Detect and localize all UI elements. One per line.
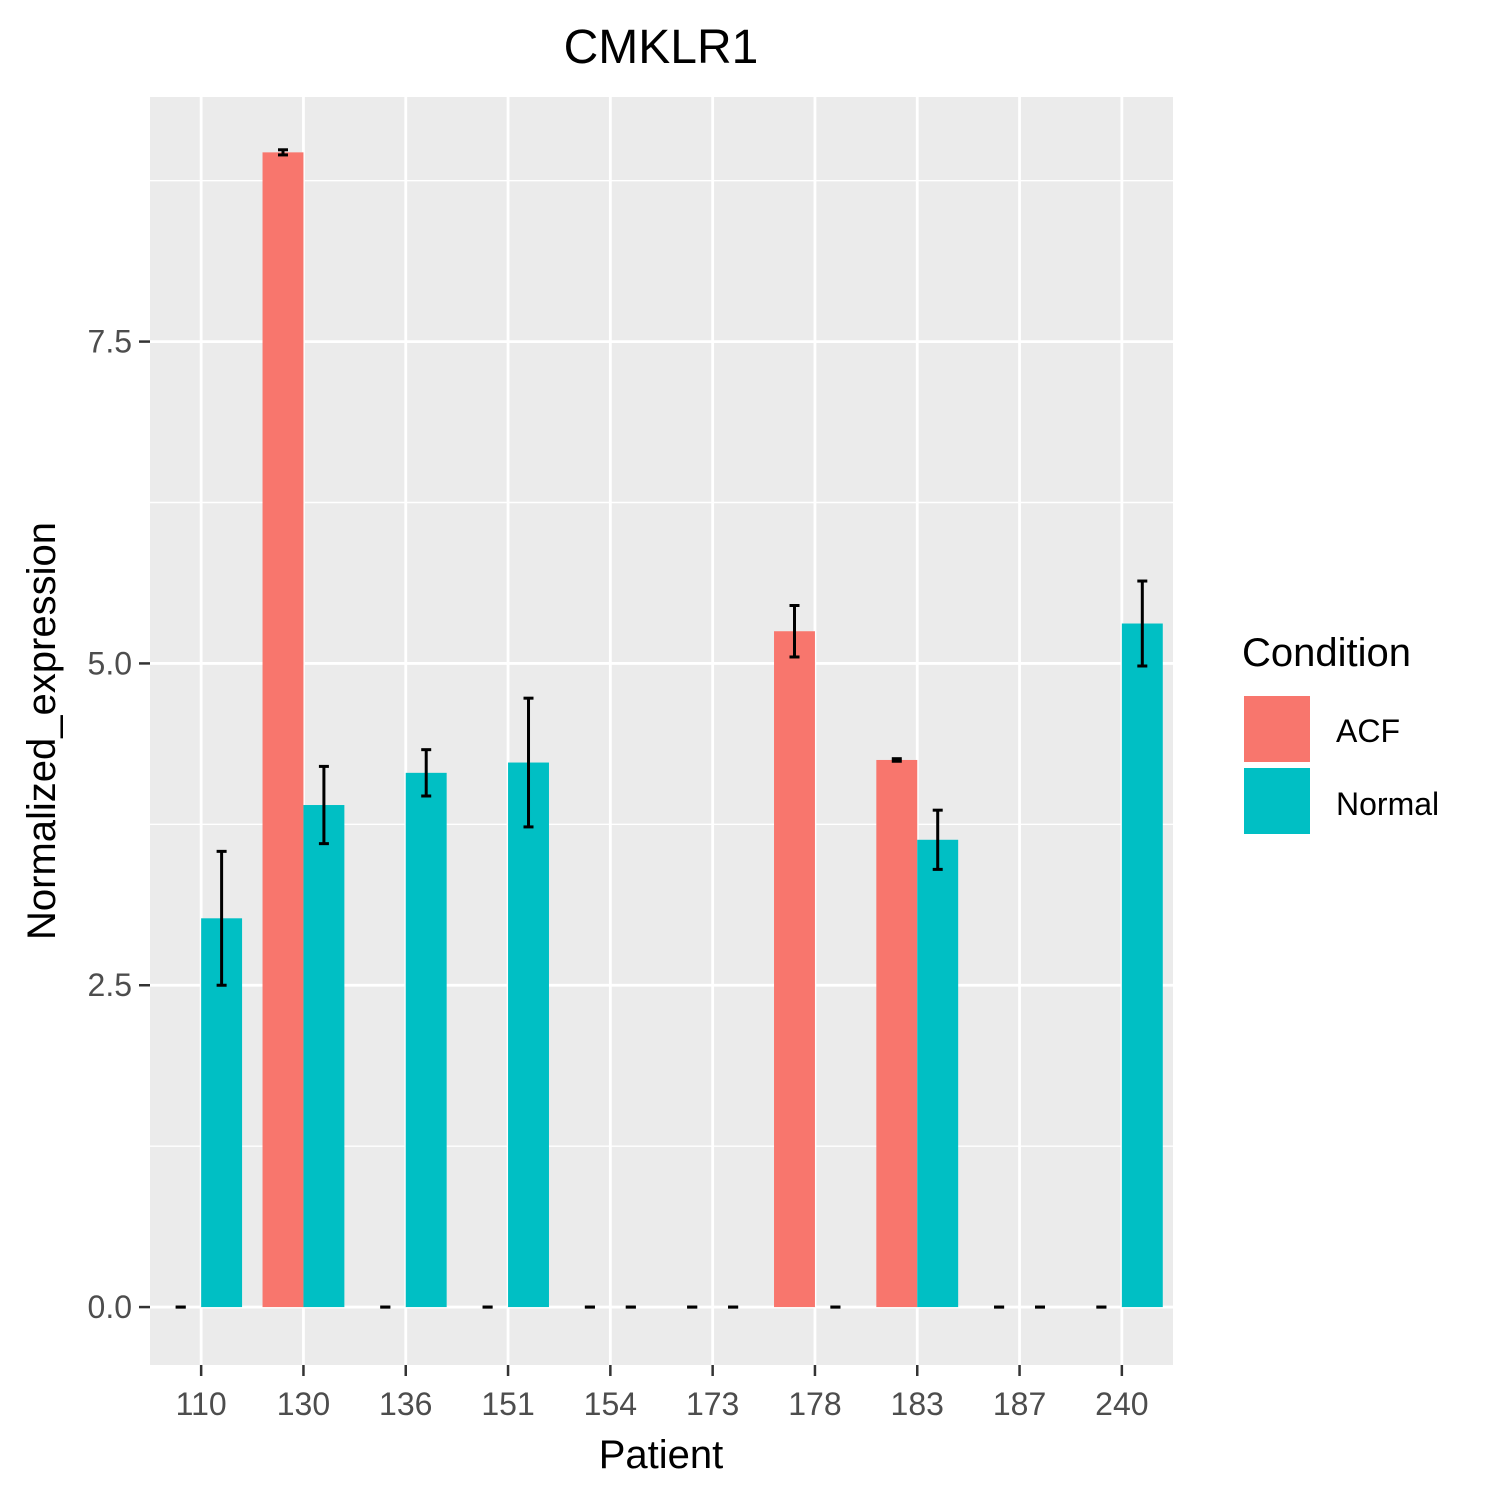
legend-key-acf <box>1244 696 1310 762</box>
bar-normal-151 <box>508 762 549 1308</box>
bar-normal-130 <box>303 805 345 1308</box>
chart-title: CMKLR1 <box>564 21 759 74</box>
x-tick-label: 183 <box>891 1386 944 1422</box>
legend-title: Condition <box>1242 631 1411 675</box>
error-layer <box>175 148 1148 1309</box>
x-tick-label: 136 <box>379 1386 432 1422</box>
y-tick-label: 2.5 <box>88 967 132 1003</box>
bar-normal-136 <box>405 772 447 1308</box>
x-tick-label: 187 <box>993 1386 1046 1422</box>
bar-acf-183 <box>876 759 918 1308</box>
y-tick-label: 0.0 <box>88 1289 132 1325</box>
x-tick-label: 151 <box>481 1386 534 1422</box>
legend-label-acf: ACF <box>1336 713 1400 749</box>
y-tick-label: 7.5 <box>88 324 132 360</box>
y-axis-title: Normalized_expression <box>20 522 64 940</box>
legend: Condition ACF Normal <box>1242 631 1439 834</box>
bar-normal-240 <box>1121 623 1163 1308</box>
x-tick-label: 130 <box>277 1386 330 1422</box>
y-tick-label: 5.0 <box>88 645 132 681</box>
x-tick-label: 110 <box>176 1386 227 1422</box>
x-axis-title: Patient <box>599 1433 724 1477</box>
bar-acf-178 <box>774 631 815 1308</box>
legend-key-normal <box>1244 768 1310 834</box>
bar-acf-130 <box>262 152 304 1308</box>
x-tick-label: 173 <box>686 1386 739 1422</box>
bar-normal-183 <box>917 839 959 1308</box>
legend-label-normal: Normal <box>1336 786 1439 822</box>
x-tick-label: 240 <box>1095 1386 1148 1422</box>
axis-layer: 0.0 2.5 5.0 7.5 110 130 136 151 154 173 178 183 187 2… <box>88 324 1149 1422</box>
x-tick-label: 154 <box>584 1386 637 1422</box>
x-tick-label: 178 <box>788 1386 841 1422</box>
bar-layer <box>201 152 1163 1308</box>
